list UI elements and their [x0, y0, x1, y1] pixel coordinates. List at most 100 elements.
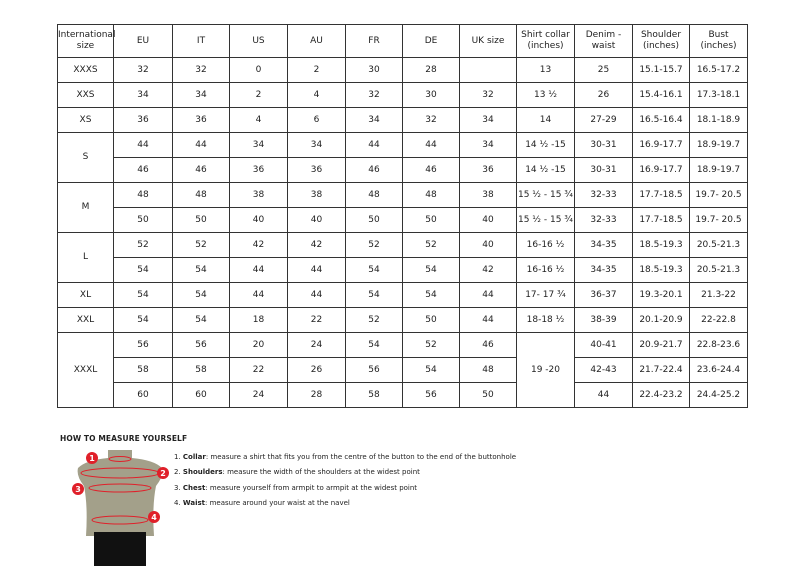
table-cell: 58	[345, 382, 403, 408]
table-cell: 17.7-18.5	[632, 207, 690, 233]
table-cell: 34	[459, 132, 517, 158]
table-cell: 54	[113, 282, 173, 308]
table-cell: 54	[172, 257, 230, 283]
table-cell: 34-35	[574, 257, 633, 283]
international-size-cell: XXXS	[57, 57, 114, 83]
table-cell: 54	[345, 282, 403, 308]
table-cell: 18	[229, 307, 288, 333]
column-header: FR	[345, 24, 403, 58]
table-cell: 34-35	[574, 232, 633, 258]
table-cell: 38	[229, 182, 288, 208]
table-cell: 18-18 ½	[516, 307, 575, 333]
table-row: XL 54 54 44 44 54 54 44 17- 17 ¾ 36-37 19.3-20.1 21…	[57, 282, 748, 308]
how-to-measure-title: HOW TO MEASURE YOURSELF	[60, 434, 188, 443]
table-cell: 20.5-21.3	[689, 232, 748, 258]
table-cell: 36	[229, 157, 288, 183]
table-cell: 19 -20	[516, 332, 575, 408]
table-cell: 32	[113, 57, 173, 83]
marker-2: 2	[160, 469, 166, 478]
table-cell: 44	[172, 132, 230, 158]
table-cell: 50	[402, 207, 460, 233]
table-cell: 48	[345, 182, 403, 208]
table-cell: 13	[516, 57, 575, 83]
column-header: AU	[287, 24, 346, 58]
table-cell: 36	[287, 157, 346, 183]
table-row: M 48 48 38 38 48 48 38 15 ½ - 15 ¾ 32-33 17.7-18.5…	[57, 182, 748, 233]
table-row: XXS 34 34 2 4 32 30 32 13 ½ 26 15.4-16.1 17.3-18.1	[57, 82, 748, 108]
table-cell: 16.5-16.4	[632, 107, 690, 133]
table-cell: 30	[402, 82, 460, 108]
table-cell: 15 ½ - 15 ¾	[516, 207, 575, 233]
table-cell: 52	[172, 232, 230, 258]
table-cell: 52	[402, 232, 460, 258]
table-cell: 17- 17 ¾	[516, 282, 575, 308]
table-cell: 40	[459, 207, 517, 233]
table-cell: 38	[459, 182, 517, 208]
table-cell: 44	[574, 382, 633, 408]
table-cell: 44	[229, 257, 288, 283]
marker-4: 4	[151, 513, 157, 522]
column-header: IT	[172, 24, 230, 58]
size-chart-table: International size EU IT US AU FR DE UK size Shi…	[57, 24, 748, 408]
table-cell: 36	[172, 107, 230, 133]
table-cell: 50	[459, 382, 517, 408]
table-cell: 15.1-15.7	[632, 57, 690, 83]
table-cell: 54	[113, 307, 173, 333]
table-cell: 56	[345, 357, 403, 383]
table-row: XXXS 32 32 0 2 30 28 13 25 15.1-15.7 16.5-17.2	[57, 57, 748, 83]
table-cell: 40-41	[574, 332, 633, 358]
table-cell: 32-33	[574, 182, 633, 208]
table-cell: 54	[402, 357, 460, 383]
international-size-cell: XXS	[57, 82, 114, 108]
torso-shape	[77, 450, 163, 536]
international-size-cell: XS	[57, 107, 114, 133]
table-cell: 16-16 ½	[516, 257, 575, 283]
table-cell: 36	[113, 107, 173, 133]
table-cell: 60	[113, 382, 173, 408]
table-cell: 14	[516, 107, 575, 133]
table-cell: 50	[113, 207, 173, 233]
table-cell: 44	[402, 132, 460, 158]
table-cell: 34	[459, 107, 517, 133]
table-cell: 48	[459, 357, 517, 383]
table-cell: 44	[459, 282, 517, 308]
table-cell: 18.9-19.7	[689, 132, 748, 158]
table-cell: 58	[113, 357, 173, 383]
table-cell: 15.4-16.1	[632, 82, 690, 108]
table-cell: 6	[287, 107, 346, 133]
table-cell: 54	[345, 257, 403, 283]
table-cell: 4	[287, 82, 346, 108]
table-cell: 21.3-22	[689, 282, 748, 308]
table-cell: 30-31	[574, 132, 633, 158]
table-cell: 14 ½ -15	[516, 157, 575, 183]
table-cell: 32-33	[574, 207, 633, 233]
table-cell: 20.1-20.9	[632, 307, 690, 333]
table-cell: 48	[172, 182, 230, 208]
table-cell: 21.7-22.4	[632, 357, 690, 383]
table-cell: 14 ½ -15	[516, 132, 575, 158]
table-cell: 48	[402, 182, 460, 208]
table-cell: 32	[172, 57, 230, 83]
table-cell: 0	[229, 57, 288, 83]
table-cell: 38	[287, 182, 346, 208]
table-cell: 60	[172, 382, 230, 408]
table-row: L 52 52 42 42 52 52 40 16-16 ½ 34-35 18.5-19.3 20.5…	[57, 232, 748, 283]
table-cell: 54	[172, 307, 230, 333]
table-cell: 52	[345, 307, 403, 333]
table-row: S 44 44 34 34 44 44 34 14 ½ -15 30-31 16.9-17.7 18.…	[57, 132, 748, 183]
table-cell: 27-29	[574, 107, 633, 133]
table-cell: 20.9-21.7	[632, 332, 690, 358]
table-cell: 22.4-23.2	[632, 382, 690, 408]
table-cell: 4	[229, 107, 288, 133]
table-cell	[459, 57, 517, 83]
measure-steps: 1. Collar: measure a shirt that fits you…	[174, 450, 516, 511]
table-cell: 56	[402, 382, 460, 408]
table-cell: 38-39	[574, 307, 633, 333]
table-cell: 24	[229, 382, 288, 408]
table-cell: 20	[229, 332, 288, 358]
column-header: Denim - waist	[574, 24, 633, 58]
table-cell: 26	[574, 82, 633, 108]
table-cell: 20.5-21.3	[689, 257, 748, 283]
table-cell: 40	[287, 207, 346, 233]
international-size-cell: XL	[57, 282, 114, 308]
